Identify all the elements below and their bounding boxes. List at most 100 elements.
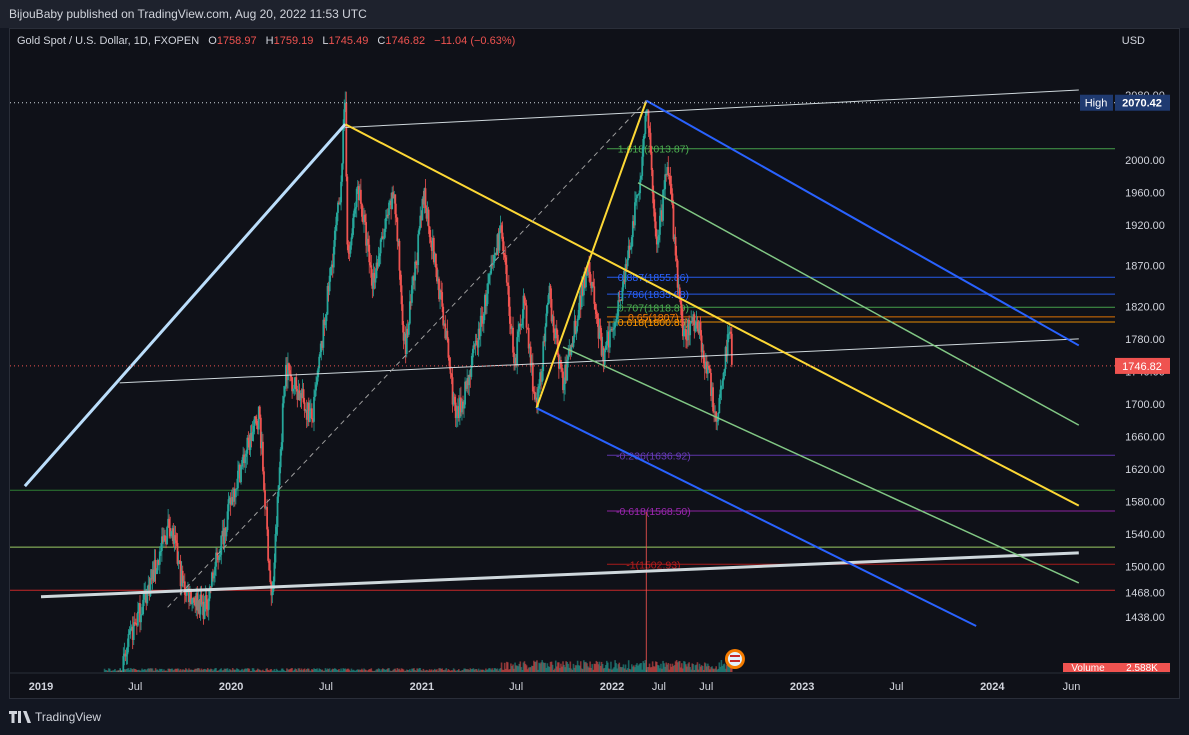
candle-body <box>216 552 218 556</box>
volume-bar <box>149 668 152 672</box>
volume-bar <box>410 670 412 672</box>
candle-body <box>128 630 131 635</box>
volume-bar <box>216 670 218 672</box>
x-tick-label: 2023 <box>790 681 814 693</box>
candle-body <box>682 330 685 337</box>
candle-body <box>552 316 555 333</box>
volume-bar <box>534 661 536 672</box>
candle-body <box>603 350 606 365</box>
candle-body <box>311 408 313 420</box>
volume-bar <box>211 669 213 672</box>
candle-body <box>699 322 702 336</box>
volume-bar <box>165 670 167 672</box>
volume-bar <box>657 665 659 672</box>
tradingview-logo-icon <box>9 711 31 723</box>
volume-bar <box>466 669 468 672</box>
candle-body <box>503 254 506 258</box>
candle-body <box>420 215 423 221</box>
candle-body <box>545 313 548 327</box>
candle-body <box>476 340 479 348</box>
volume-bar <box>478 670 481 672</box>
candle-body <box>388 202 390 216</box>
candle-body <box>119 675 121 680</box>
volume-bar <box>424 670 427 672</box>
candle-body <box>262 441 264 472</box>
volume-bar <box>492 670 495 672</box>
candle-body <box>234 489 237 498</box>
candle-body <box>304 410 307 412</box>
volume-bar <box>183 670 186 672</box>
candle-body <box>338 202 340 205</box>
volume-bar <box>726 660 729 672</box>
candle-body <box>620 299 623 301</box>
candle-body <box>529 346 532 367</box>
brand[interactable]: TradingView <box>9 710 101 724</box>
candle-body <box>684 329 686 331</box>
volume-bar <box>421 670 424 672</box>
volume-bar <box>530 665 533 672</box>
y-tick-label: 1500.00 <box>1125 562 1165 574</box>
candle-body <box>384 217 387 229</box>
volume-bar <box>111 670 113 672</box>
volume-bar <box>419 668 422 672</box>
volume-bar <box>291 668 293 672</box>
candle-body <box>419 215 422 229</box>
candle-body <box>328 275 331 292</box>
volume-bar <box>338 669 340 672</box>
candle-body <box>466 378 469 389</box>
volume-bar <box>499 668 502 672</box>
volume-bar <box>700 665 703 672</box>
volume-bar <box>349 670 352 672</box>
volume-bar <box>651 661 654 672</box>
candle-body <box>594 303 597 310</box>
candle-body <box>342 128 345 164</box>
volume-bar <box>711 666 713 672</box>
candle-body <box>278 467 281 486</box>
chart-panel[interactable] <box>9 28 1180 699</box>
candle-body <box>664 174 667 190</box>
candle-body <box>579 295 582 308</box>
candle-body <box>359 189 362 204</box>
volume-bar <box>386 669 388 672</box>
volume-bar <box>659 668 661 672</box>
volume-bar <box>238 669 240 672</box>
candle-body <box>522 295 525 319</box>
volume-bar <box>345 669 348 672</box>
volume-bar <box>169 669 172 672</box>
candle-body <box>317 368 320 378</box>
candle-body <box>480 315 483 317</box>
volume-bar <box>727 662 730 672</box>
volume-bar <box>264 670 266 672</box>
candle-body <box>490 264 493 274</box>
candle-body <box>294 377 297 385</box>
candle-body <box>688 319 691 336</box>
candle-body <box>282 396 285 404</box>
candle-body <box>507 285 510 307</box>
close-value: 1746.82 <box>385 35 426 47</box>
candle-body <box>402 324 405 341</box>
candle-body <box>706 365 709 374</box>
candle-body <box>562 371 564 391</box>
candle-body <box>720 385 723 390</box>
volume-bar <box>261 670 263 672</box>
volume-bar <box>390 670 392 672</box>
candle-body <box>314 390 316 397</box>
candle-body <box>194 602 197 607</box>
volume-bar <box>377 668 380 672</box>
candle-body <box>166 527 168 545</box>
candle-body <box>472 345 475 354</box>
volume-bar <box>599 665 602 672</box>
volume-bar <box>471 668 474 672</box>
candle-body <box>176 542 179 564</box>
currency-label: USD <box>1121 35 1145 47</box>
volume-bar <box>440 668 442 672</box>
candle-body <box>719 389 722 398</box>
candle-body <box>372 272 375 289</box>
volume-bar <box>350 668 353 672</box>
candle-body <box>287 363 289 381</box>
candle-body <box>267 529 270 561</box>
volume-bar <box>175 668 178 672</box>
volume-bar <box>352 669 355 672</box>
candle-body <box>207 598 210 610</box>
